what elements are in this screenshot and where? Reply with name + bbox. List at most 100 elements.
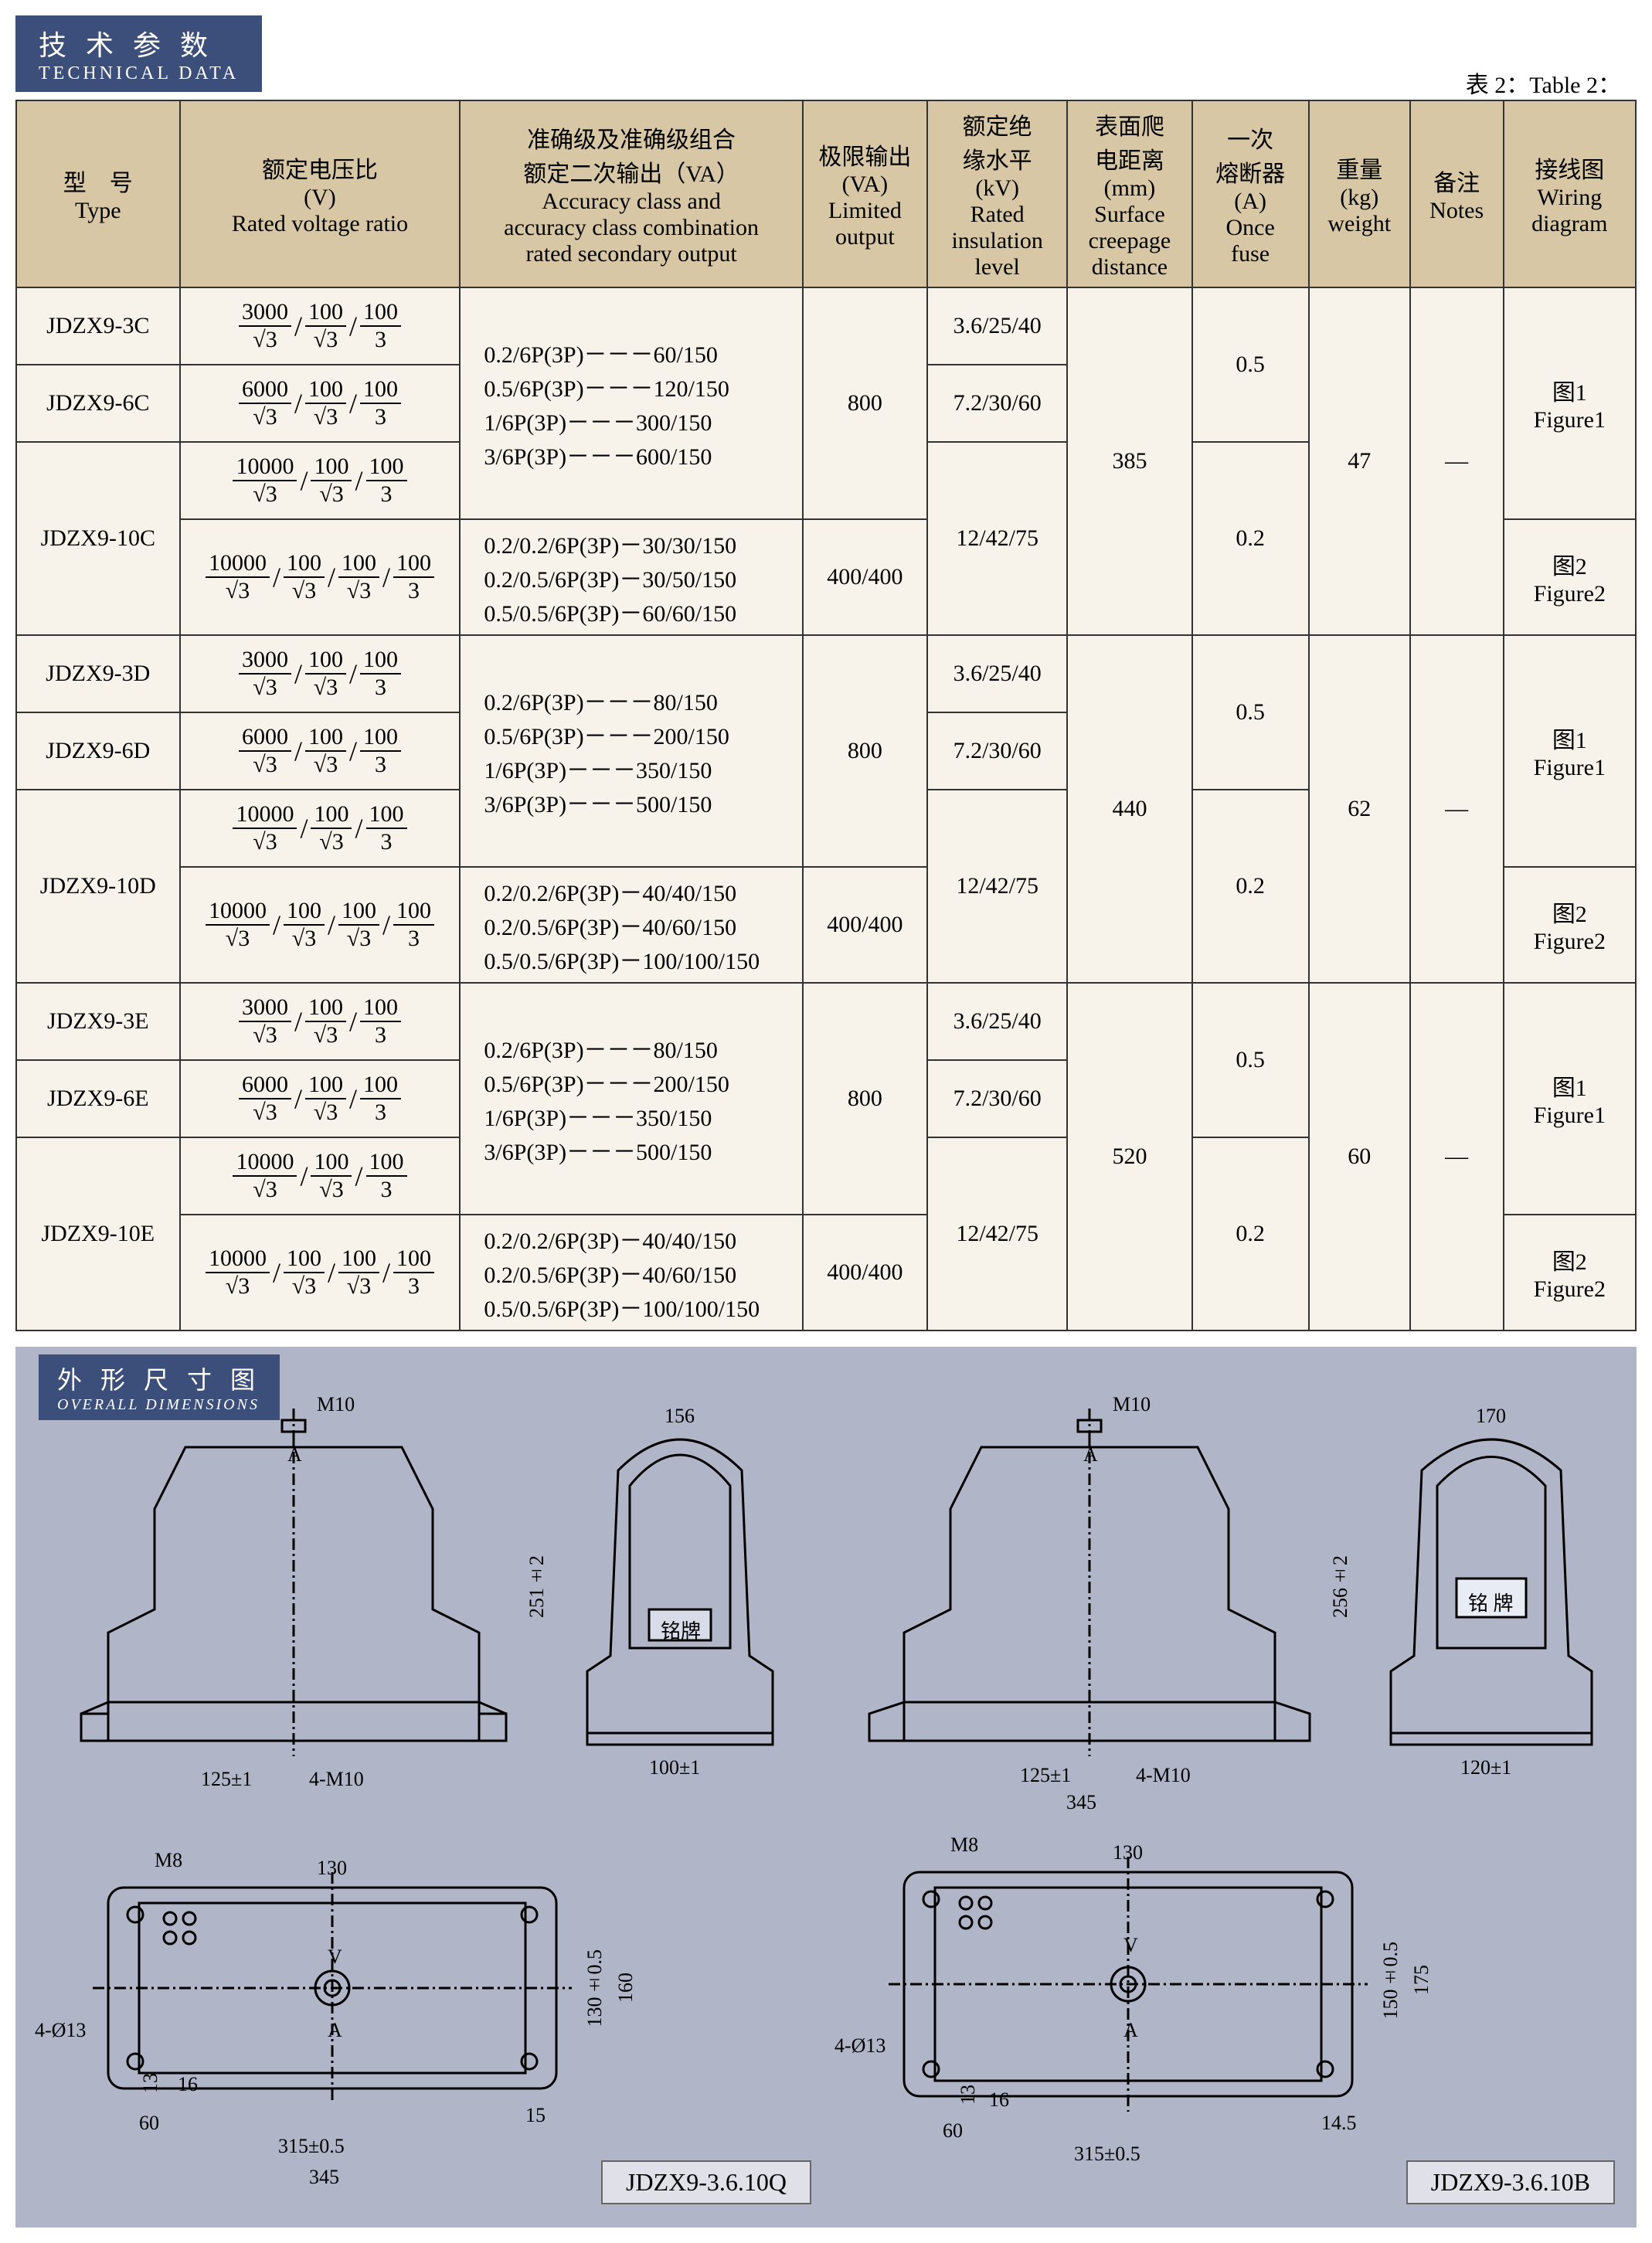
front-view-right [865,1409,1314,1795]
accuracy-cell: 0.2/6P(3P)－－－80/1500.5/6P(3P)－－－200/1501… [460,635,802,867]
dim-plate: 铭牌 [661,1616,701,1644]
dim-planw-r: 130 [1113,1841,1143,1864]
notes-cell: — [1410,287,1504,635]
dim-planw: 130 [317,1857,347,1880]
weight-cell: 47 [1309,287,1410,635]
dim-br: 15 [525,2104,546,2127]
dim-v-r: V [1123,1934,1138,1957]
col-accuracy: 准确级及准确级组合额定二次输出（VA）Accuracy class andacc… [460,100,802,287]
insul-cell: 12/42/75 [927,1137,1067,1331]
col-creepage: 表面爬电距离(mm)Surfacecreepagedistance [1067,100,1191,287]
creep-cell: 520 [1067,983,1191,1331]
dim-h: 251±2 [525,1555,549,1618]
limited-cell: 400/400 [803,1215,927,1331]
technical-data-header: 技 术 参 数 TECHNICAL DATA [15,15,262,92]
type-cell: JDZX9-10C [16,442,180,635]
wiring-cell: 图2Figure2 [1504,519,1636,635]
dim-planh2: 160 [614,1973,637,2003]
dim-a2: A [328,2019,342,2042]
ratio-cell: 3000√3/100√3/1003 [180,287,461,365]
dim-br-r: 14.5 [1321,2112,1357,2135]
col-insulation: 额定绝缘水平(kV)Ratedinsulationlevel [927,100,1067,287]
dim-totalw-r: 315±0.5 [1074,2143,1140,2166]
ratio-cell: 10000√3/100√3/1003 [180,790,461,867]
ratio-cell: 6000√3/100√3/1003 [180,712,461,790]
insul-cell: 7.2/30/60 [927,712,1067,790]
plan-view-left [93,1857,572,2119]
col-wiring: 接线图Wiringdiagram [1504,100,1636,287]
dim-lh: 13 [139,2073,162,2093]
fuse-cell: 0.2 [1192,442,1309,635]
accuracy-cell: 0.2/0.2/6P(3P)－40/40/1500.2/0.5/6P(3P)－4… [460,867,802,983]
notes-cell: — [1410,983,1504,1331]
dimensions-header: 外 形 尺 寸 图 OVERALL DIMENSIONS [39,1354,280,1420]
dim-a-r: A [1083,1443,1098,1466]
fuse-cell: 0.5 [1192,635,1309,790]
ratio-cell: 6000√3/100√3/1003 [180,1060,461,1137]
dim-m10: M10 [317,1393,355,1416]
dim-m10-r: M10 [1113,1393,1151,1416]
drawing-left: M10 A 251±2 125±1 4-M10 156 铭牌 100±1 [31,1362,819,2212]
dim-h-r: 256±2 [1329,1555,1352,1618]
col-type: 型 号Type [16,100,180,287]
wiring-cell: 图1Figure1 [1504,983,1636,1215]
type-cell: JDZX9-3D [16,635,180,712]
dim-v: V [328,1946,342,1969]
fuse-cell: 0.5 [1192,983,1309,1137]
drawing-right: M10 A 256±2 125±1 4-M10 345 170 铭 牌 120±… [834,1362,1623,2212]
model-label-left: JDZX9-3.6.10Q [601,2160,811,2204]
wiring-cell: 图2Figure2 [1504,1215,1636,1331]
dim-planh2-r: 175 [1410,1965,1433,1995]
dim-a: A [287,1443,302,1466]
accuracy-cell: 0.2/6P(3P)－－－60/1500.5/6P(3P)－－－120/1501… [460,287,802,519]
front-view-left [77,1409,510,1795]
ratio-cell: 10000√3/100√3/1003 [180,1137,461,1215]
type-cell: JDZX9-10E [16,1137,180,1331]
dim-totalw: 315±0.5 [278,2135,345,2158]
side-view-left [572,1424,788,1795]
dim-mount-r: 4-M10 [1136,1764,1191,1787]
dim-outerw-r-top: 345 [1066,1791,1096,1814]
ratio-cell: 10000√3/100√3/100√3/1003 [180,1215,461,1331]
insul-cell: 3.6/25/40 [927,635,1067,712]
ratio-cell: 3000√3/100√3/1003 [180,635,461,712]
col-fuse: 一次熔断器(A)Oncefuse [1192,100,1309,287]
dim-a2-r: A [1123,2019,1138,2042]
insul-cell: 12/42/75 [927,442,1067,635]
ratio-cell: 6000√3/100√3/1003 [180,365,461,442]
insul-cell: 7.2/30/60 [927,1060,1067,1137]
col-limited: 极限输出(VA)Limitedoutput [803,100,927,287]
col-weight: 重量(kg)weight [1309,100,1410,287]
type-cell: JDZX9-6E [16,1060,180,1137]
ratio-cell: 3000√3/100√3/1003 [180,983,461,1060]
dim-m8: M8 [155,1849,182,1872]
dim-hole-r: 4-Ø13 [834,2034,885,2058]
wiring-cell: 图1Figure1 [1504,287,1636,519]
dim-sidew: 100±1 [649,1756,700,1779]
wiring-cell: 图2Figure2 [1504,867,1636,983]
dim-bl: 60 [139,2112,159,2135]
dim-m8-r: M8 [950,1833,978,1857]
header-en: TECHNICAL DATA [39,63,239,84]
weight-cell: 60 [1309,983,1410,1331]
dim-inner-r: 16 [989,2088,1009,2112]
dim-sidew-r: 120±1 [1460,1756,1511,1779]
dim-wtop-r: 170 [1476,1405,1506,1428]
dim-outerw: 345 [309,2166,339,2189]
limited-cell: 800 [803,983,927,1215]
insul-cell: 3.6/25/40 [927,287,1067,365]
dim-plate-r: 铭 牌 [1468,1588,1514,1616]
fuse-cell: 0.5 [1192,287,1309,442]
dim-base: 125±1 [201,1768,252,1791]
type-cell: JDZX9-6C [16,365,180,442]
accuracy-cell: 0.2/6P(3P)－－－80/1500.5/6P(3P)－－－200/1501… [460,983,802,1215]
weight-cell: 62 [1309,635,1410,983]
model-label-right: JDZX9-3.6.10B [1406,2160,1615,2204]
ratio-cell: 10000√3/100√3/100√3/1003 [180,519,461,635]
insul-cell: 12/42/75 [927,790,1067,983]
ratio-cell: 10000√3/100√3/100√3/1003 [180,867,461,983]
plan-view-right [889,1841,1368,2119]
fuse-cell: 0.2 [1192,790,1309,983]
limited-cell: 400/400 [803,519,927,635]
col-ratio: 额定电压比(V)Rated voltage ratio [180,100,461,287]
